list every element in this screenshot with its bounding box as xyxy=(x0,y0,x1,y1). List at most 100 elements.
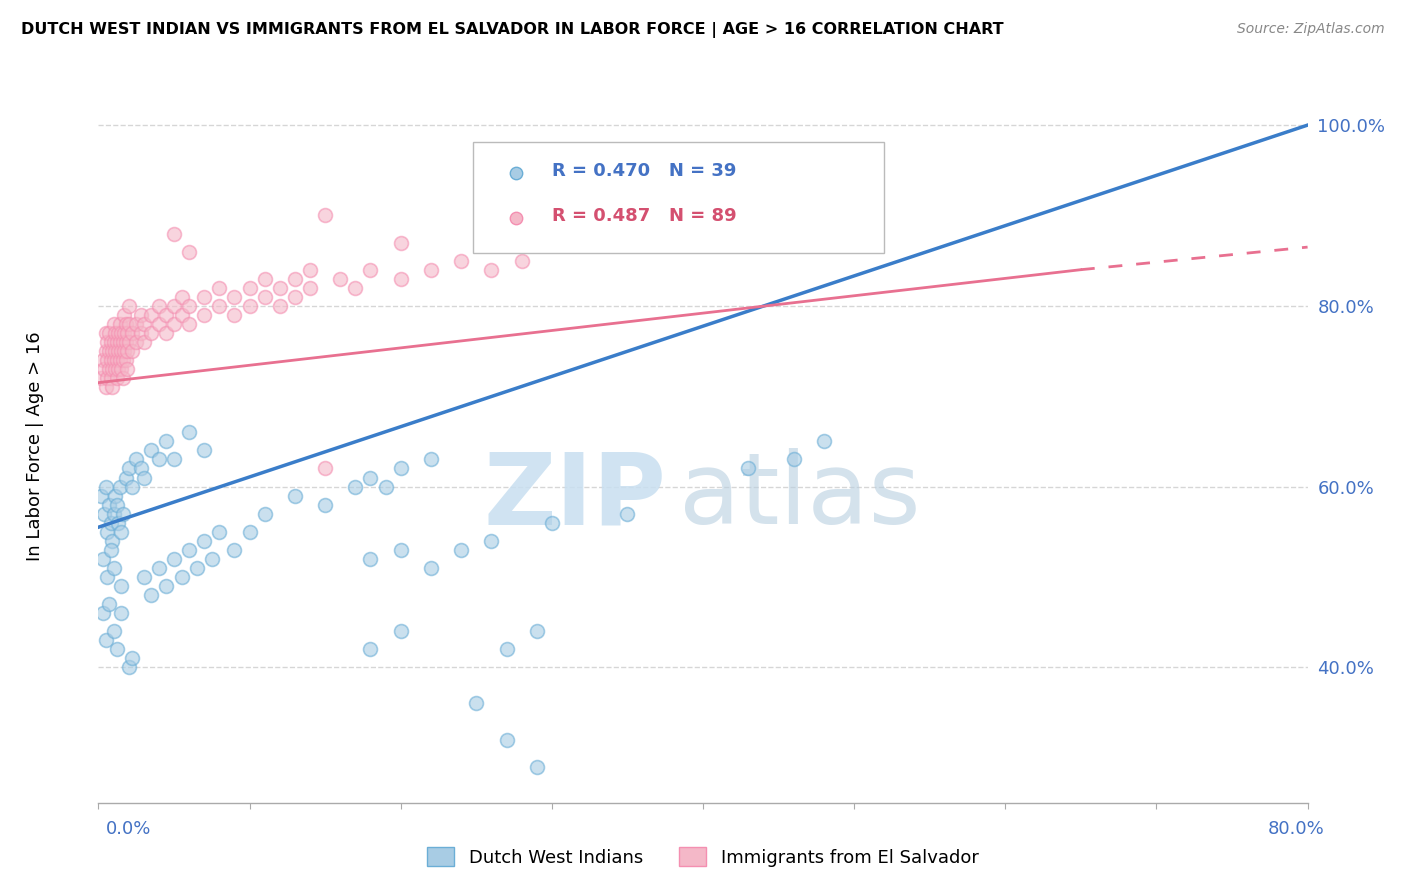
Point xyxy=(177,244,201,259)
Point xyxy=(118,461,141,475)
Point xyxy=(495,732,517,747)
Point xyxy=(163,551,186,566)
Point xyxy=(141,308,163,322)
Point xyxy=(609,262,631,277)
Point xyxy=(108,317,131,331)
Point xyxy=(105,371,128,385)
Point xyxy=(360,551,382,566)
Point xyxy=(299,262,322,277)
Point xyxy=(94,326,117,340)
Point xyxy=(121,479,143,493)
Point xyxy=(616,507,638,521)
Point xyxy=(110,606,132,620)
Point xyxy=(737,461,759,475)
Point xyxy=(481,262,503,277)
Point xyxy=(224,290,246,304)
Point xyxy=(450,542,472,557)
Point xyxy=(540,516,562,530)
Point xyxy=(360,262,382,277)
Point xyxy=(114,470,136,484)
Point xyxy=(111,507,134,521)
Point xyxy=(110,344,132,359)
Point xyxy=(170,308,193,322)
Point xyxy=(193,533,215,548)
Point xyxy=(118,299,141,313)
Point xyxy=(314,209,336,223)
Point xyxy=(284,271,307,285)
Point xyxy=(239,524,262,539)
Point xyxy=(125,317,148,331)
Point xyxy=(253,271,276,285)
Point xyxy=(112,326,135,340)
Point xyxy=(103,624,125,639)
Point xyxy=(170,570,193,584)
Point xyxy=(239,281,262,295)
Point xyxy=(90,489,112,503)
Point xyxy=(389,542,412,557)
Point xyxy=(782,452,804,467)
Point xyxy=(107,326,129,340)
Point xyxy=(114,353,136,368)
Point xyxy=(419,262,441,277)
Point xyxy=(111,371,134,385)
Point xyxy=(100,353,122,368)
Text: In Labor Force | Age > 16: In Labor Force | Age > 16 xyxy=(27,331,44,561)
Point xyxy=(155,579,177,593)
Point xyxy=(193,308,215,322)
Point xyxy=(110,326,132,340)
Text: atlas: atlas xyxy=(679,448,921,545)
Point xyxy=(155,434,177,449)
Point xyxy=(450,253,472,268)
Point xyxy=(118,660,141,674)
Point xyxy=(177,317,201,331)
Point xyxy=(344,479,367,493)
Point xyxy=(129,308,152,322)
Point xyxy=(132,470,155,484)
Point xyxy=(510,253,533,268)
Point xyxy=(239,299,262,313)
Text: ZIP: ZIP xyxy=(484,448,666,545)
Point xyxy=(101,344,124,359)
Text: Source: ZipAtlas.com: Source: ZipAtlas.com xyxy=(1237,22,1385,37)
Point xyxy=(360,642,382,657)
Point xyxy=(121,344,143,359)
Point xyxy=(112,344,135,359)
Point xyxy=(103,317,125,331)
Point xyxy=(103,334,125,349)
Point xyxy=(101,362,124,376)
Point xyxy=(269,281,291,295)
Point xyxy=(208,281,231,295)
Point xyxy=(208,299,231,313)
Point xyxy=(103,353,125,368)
Point xyxy=(344,281,367,295)
Point xyxy=(526,624,548,639)
Text: 80.0%: 80.0% xyxy=(1268,820,1324,838)
Legend: Dutch West Indians, Immigrants from El Salvador: Dutch West Indians, Immigrants from El S… xyxy=(420,840,986,874)
Point xyxy=(224,542,246,557)
Point xyxy=(112,308,135,322)
Point xyxy=(96,570,118,584)
Point xyxy=(125,452,148,467)
Point xyxy=(526,759,548,773)
Point xyxy=(481,533,503,548)
Point xyxy=(813,434,835,449)
Point xyxy=(110,579,132,593)
Text: R = 0.470   N = 39: R = 0.470 N = 39 xyxy=(551,162,737,180)
Point xyxy=(389,624,412,639)
Point xyxy=(101,380,124,394)
Point xyxy=(101,533,124,548)
Point xyxy=(299,281,322,295)
Point xyxy=(314,498,336,512)
Point xyxy=(115,344,138,359)
Text: DUTCH WEST INDIAN VS IMMIGRANTS FROM EL SALVADOR IN LABOR FORCE | AGE > 16 CORRE: DUTCH WEST INDIAN VS IMMIGRANTS FROM EL … xyxy=(21,22,1004,38)
Point xyxy=(155,308,177,322)
Point xyxy=(148,561,170,575)
Point xyxy=(104,362,127,376)
Point xyxy=(93,507,115,521)
Text: 0.0%: 0.0% xyxy=(105,820,150,838)
Point xyxy=(96,371,118,385)
Point xyxy=(93,362,115,376)
Point xyxy=(121,651,143,665)
Point xyxy=(98,326,121,340)
Point xyxy=(253,507,276,521)
